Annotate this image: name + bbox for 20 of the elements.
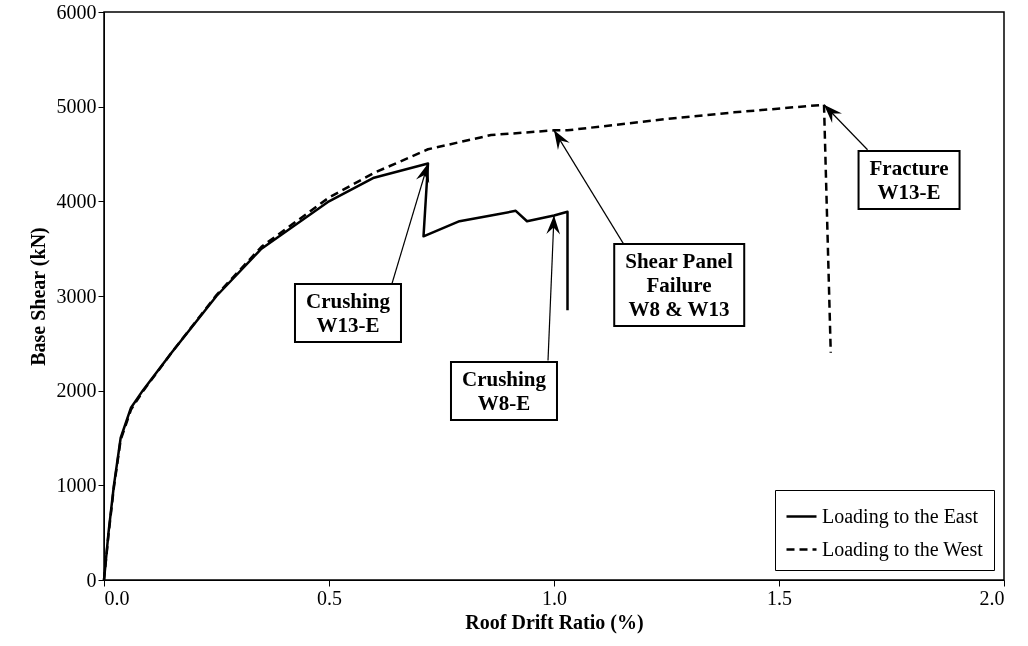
y-tick-label: 0 [86, 568, 97, 591]
y-tick-label: 4000 [56, 189, 97, 212]
annotation: Fracture W13-E [857, 149, 961, 210]
annotation: Crushing W8-E [449, 360, 559, 421]
y-tick-label: 2000 [56, 379, 97, 402]
x-tick-label: 1.5 [767, 586, 792, 609]
x-tick-label: 0.5 [317, 586, 342, 609]
y-tick-label: 3000 [56, 284, 97, 307]
x-tick-label: 2.0 [979, 586, 1005, 609]
legend-label: Loading to the East [822, 504, 979, 528]
y-tick-label: 1000 [56, 473, 97, 496]
y-tick-label: 5000 [56, 95, 97, 118]
x-tick-label: 1.0 [542, 586, 567, 609]
y-tick-label: 6000 [56, 0, 97, 23]
y-axis-title: Base Shear (kN) [26, 227, 50, 366]
annotation: Shear Panel Failure W8 & W13 [613, 243, 745, 328]
x-axis-title: Roof Drift Ratio (%) [465, 610, 644, 634]
annotation: Crushing W13-E [293, 283, 403, 344]
legend-label: Loading to the West [822, 537, 984, 561]
x-tick-label: 0.0 [104, 586, 130, 609]
